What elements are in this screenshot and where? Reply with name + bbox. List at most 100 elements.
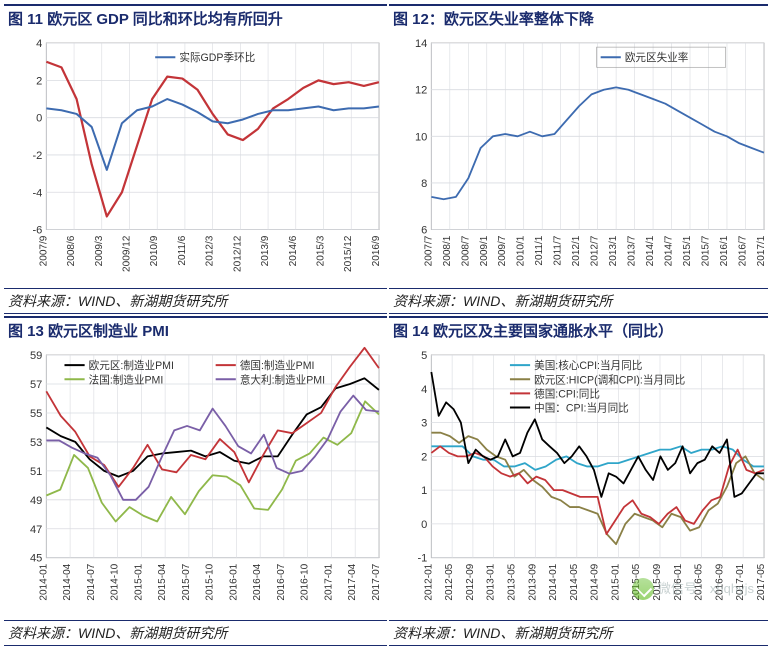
chart-14: -10123452012-012012-052012-092013-012013… bbox=[389, 343, 768, 620]
svg-text:2014-01: 2014-01 bbox=[38, 563, 49, 600]
svg-text:45: 45 bbox=[30, 553, 42, 565]
svg-text:2016-04: 2016-04 bbox=[252, 563, 263, 600]
svg-text:2015-01: 2015-01 bbox=[133, 563, 144, 600]
chart-13: 45 47 49 51 53 55 57 59 2014-01 2014-04 2014-07 201… bbox=[4, 343, 387, 620]
svg-text:3: 3 bbox=[421, 418, 427, 430]
svg-text:2012-09: 2012-09 bbox=[465, 563, 476, 600]
svg-text:2: 2 bbox=[421, 451, 427, 463]
svg-text:2014/6: 2014/6 bbox=[288, 235, 299, 266]
svg-text:欧元区失业率: 欧元区失业率 bbox=[625, 51, 689, 64]
svg-text:59: 59 bbox=[30, 350, 42, 362]
svg-text:47: 47 bbox=[30, 524, 42, 536]
svg-text:2014-05: 2014-05 bbox=[569, 563, 580, 600]
chart-12: 681012142007/72008/12008/72009/12009/720… bbox=[389, 31, 768, 288]
chart-11: -6-4-20242007/92008/62009/32009/122010/9… bbox=[4, 31, 387, 288]
svg-text:0: 0 bbox=[36, 113, 42, 125]
chart-12-source: 资料来源：WIND、新湖期货研究所 bbox=[389, 288, 768, 314]
svg-text:2014-04: 2014-04 bbox=[62, 563, 73, 600]
svg-text:2011/1: 2011/1 bbox=[534, 235, 545, 265]
svg-text:2009/1: 2009/1 bbox=[479, 235, 490, 266]
chart-13-source: 资料来源：WIND、新湖期货研究所 bbox=[4, 620, 387, 646]
svg-text:2013/7: 2013/7 bbox=[627, 235, 638, 266]
svg-text:实际GDP季环比: 实际GDP季环比 bbox=[179, 51, 255, 64]
svg-text:2016-10: 2016-10 bbox=[300, 563, 311, 600]
svg-text:2016-01: 2016-01 bbox=[673, 563, 684, 600]
chart-14-source: 资料来源：WIND、新湖期货研究所 bbox=[389, 620, 768, 646]
svg-text:2015/12: 2015/12 bbox=[343, 235, 354, 272]
svg-text:2015-01: 2015-01 bbox=[610, 563, 621, 600]
svg-text:2015-07: 2015-07 bbox=[181, 563, 192, 600]
svg-text:美国:核心CPI:当月同比: 美国:核心CPI:当月同比 bbox=[534, 359, 642, 372]
svg-text:2017-05: 2017-05 bbox=[756, 563, 767, 600]
svg-text:2017-01: 2017-01 bbox=[735, 563, 746, 600]
svg-text:2013-09: 2013-09 bbox=[527, 563, 538, 600]
svg-text:2012/12: 2012/12 bbox=[232, 235, 243, 272]
svg-text:-4: -4 bbox=[32, 187, 42, 199]
svg-text:2015-09: 2015-09 bbox=[652, 563, 663, 600]
svg-text:2013/1: 2013/1 bbox=[608, 235, 619, 266]
svg-text:欧元区:HICP(调和CPI):当月同比: 欧元区:HICP(调和CPI):当月同比 bbox=[534, 373, 685, 386]
svg-text:2015-04: 2015-04 bbox=[157, 563, 168, 600]
svg-text:12: 12 bbox=[415, 85, 427, 97]
svg-text:2008/1: 2008/1 bbox=[442, 235, 453, 266]
svg-text:2015-10: 2015-10 bbox=[205, 563, 216, 600]
svg-text:2015-05: 2015-05 bbox=[631, 563, 642, 600]
svg-text:-1: -1 bbox=[417, 553, 427, 565]
chart-12-title: 图 12：欧元区失业率整体下降 bbox=[389, 4, 768, 31]
svg-text:2015/3: 2015/3 bbox=[315, 235, 326, 266]
svg-text:欧元区:制造业PMI: 欧元区:制造业PMI bbox=[89, 359, 174, 372]
svg-text:2017/1: 2017/1 bbox=[756, 235, 767, 266]
svg-text:2016-01: 2016-01 bbox=[228, 563, 239, 600]
svg-text:2010/1: 2010/1 bbox=[516, 235, 527, 266]
svg-text:0: 0 bbox=[421, 519, 427, 531]
svg-text:10: 10 bbox=[415, 131, 427, 143]
svg-text:2013/9: 2013/9 bbox=[260, 235, 271, 266]
svg-text:2016-09: 2016-09 bbox=[714, 563, 725, 600]
svg-text:2007/7: 2007/7 bbox=[423, 235, 434, 266]
svg-text:2013-05: 2013-05 bbox=[506, 563, 517, 600]
svg-text:法国:制造业PMI: 法国:制造业PMI bbox=[89, 373, 164, 386]
svg-text:4: 4 bbox=[36, 38, 42, 50]
svg-text:2016/1: 2016/1 bbox=[719, 235, 730, 266]
svg-text:2012/1: 2012/1 bbox=[571, 235, 582, 266]
svg-text:2015/1: 2015/1 bbox=[682, 235, 693, 266]
svg-text:8: 8 bbox=[421, 178, 427, 190]
svg-text:2014-10: 2014-10 bbox=[110, 563, 121, 600]
svg-text:德国:制造业PMI: 德国:制造业PMI bbox=[240, 359, 315, 372]
svg-text:2008/7: 2008/7 bbox=[460, 235, 471, 266]
svg-text:2012-05: 2012-05 bbox=[444, 563, 455, 600]
svg-text:5: 5 bbox=[421, 350, 427, 362]
svg-text:55: 55 bbox=[30, 408, 42, 420]
svg-text:2012/3: 2012/3 bbox=[205, 235, 216, 266]
svg-text:德国:CPI:同比: 德国:CPI:同比 bbox=[534, 387, 600, 400]
chart-11-title: 图 11 欧元区 GDP 同比和环比均有所回升 bbox=[4, 4, 387, 31]
svg-text:2014/7: 2014/7 bbox=[664, 235, 675, 266]
svg-text:2016/9: 2016/9 bbox=[371, 235, 382, 266]
svg-text:2010/9: 2010/9 bbox=[149, 235, 160, 266]
svg-text:57: 57 bbox=[30, 379, 42, 391]
svg-text:1: 1 bbox=[421, 485, 427, 497]
svg-text:51: 51 bbox=[30, 466, 42, 478]
svg-text:2016/7: 2016/7 bbox=[737, 235, 748, 266]
svg-text:2017-07: 2017-07 bbox=[371, 563, 382, 600]
svg-text:2015/7: 2015/7 bbox=[700, 235, 711, 266]
svg-text:49: 49 bbox=[30, 495, 42, 507]
svg-text:2017-04: 2017-04 bbox=[347, 563, 358, 600]
svg-text:6: 6 bbox=[421, 225, 427, 237]
svg-text:2007/9: 2007/9 bbox=[38, 235, 49, 266]
svg-text:2014/1: 2014/1 bbox=[645, 235, 656, 266]
svg-text:2012/7: 2012/7 bbox=[590, 235, 601, 266]
svg-text:2014-07: 2014-07 bbox=[86, 563, 97, 600]
svg-text:-6: -6 bbox=[32, 225, 42, 237]
svg-text:2016-05: 2016-05 bbox=[694, 563, 705, 600]
svg-text:意大利:制造业PMI: 意大利:制造业PMI bbox=[240, 373, 325, 386]
svg-text:2009/12: 2009/12 bbox=[121, 235, 132, 272]
chart-14-title: 图 14 欧元区及主要国家通胀水平（同比） bbox=[389, 316, 768, 343]
svg-text:2009/3: 2009/3 bbox=[94, 235, 105, 266]
svg-text:53: 53 bbox=[30, 437, 42, 449]
svg-text:2016-07: 2016-07 bbox=[276, 563, 287, 600]
svg-text:中国：CPI:当月同比: 中国：CPI:当月同比 bbox=[534, 402, 629, 415]
chart-13-title: 图 13 欧元区制造业 PMI bbox=[4, 316, 387, 343]
svg-text:2014-09: 2014-09 bbox=[590, 563, 601, 600]
svg-text:2011/6: 2011/6 bbox=[177, 235, 188, 265]
